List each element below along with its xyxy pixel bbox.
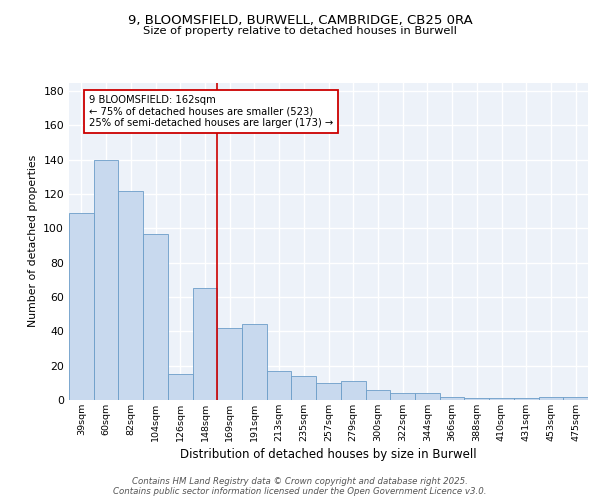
Text: Size of property relative to detached houses in Burwell: Size of property relative to detached ho… [143, 26, 457, 36]
Bar [390, 393, 415, 400]
Bar [143, 234, 168, 400]
Bar [464, 398, 489, 400]
Bar [563, 396, 588, 400]
Y-axis label: Number of detached properties: Number of detached properties [28, 155, 38, 328]
Bar [440, 396, 464, 400]
Bar [217, 328, 242, 400]
X-axis label: Distribution of detached houses by size in Burwell: Distribution of detached houses by size … [180, 448, 477, 461]
Bar [514, 398, 539, 400]
Bar [168, 374, 193, 400]
Bar [489, 398, 514, 400]
Bar [94, 160, 118, 400]
Bar [193, 288, 217, 400]
Text: 9, BLOOMSFIELD, BURWELL, CAMBRIDGE, CB25 0RA: 9, BLOOMSFIELD, BURWELL, CAMBRIDGE, CB25… [128, 14, 472, 27]
Bar [242, 324, 267, 400]
Bar [316, 383, 341, 400]
Bar [267, 371, 292, 400]
Text: Contains HM Land Registry data © Crown copyright and database right 2025.
Contai: Contains HM Land Registry data © Crown c… [113, 476, 487, 496]
Bar [341, 381, 365, 400]
Bar [118, 190, 143, 400]
Bar [365, 390, 390, 400]
Text: 9 BLOOMSFIELD: 162sqm
← 75% of detached houses are smaller (523)
25% of semi-det: 9 BLOOMSFIELD: 162sqm ← 75% of detached … [89, 94, 333, 128]
Bar [292, 376, 316, 400]
Bar [415, 393, 440, 400]
Bar [539, 396, 563, 400]
Bar [69, 213, 94, 400]
